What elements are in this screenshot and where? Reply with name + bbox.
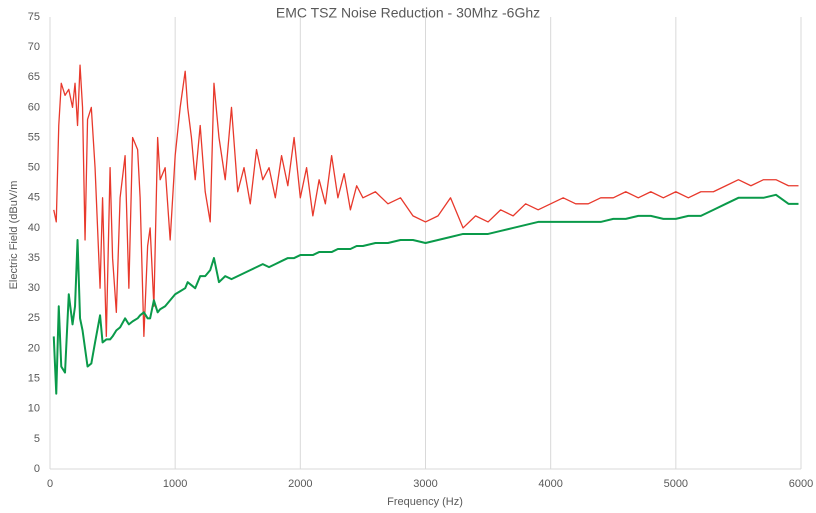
y-axis-label: Electric Field (dBuV/m (8, 181, 20, 290)
series-line (52, 193, 799, 395)
y-tick-label: 35 (28, 252, 40, 264)
x-tick-label: 5000 (664, 478, 688, 490)
y-tick-label: 70 (28, 41, 40, 53)
x-tick-label: 3000 (413, 478, 437, 490)
x-axis-label: Frequency (Hz) (387, 496, 463, 508)
y-tick-label: 75 (28, 11, 40, 23)
x-tick-label: 6000 (789, 478, 813, 490)
x-tick-label: 1000 (163, 478, 187, 490)
y-tick-label: 60 (28, 101, 40, 113)
x-tick-label: 4000 (538, 478, 562, 490)
y-tick-label: 10 (28, 403, 40, 415)
y-tick-label: 20 (28, 342, 40, 354)
y-tick-label: 25 (28, 312, 40, 324)
y-tick-label: 65 (28, 71, 40, 83)
x-tick-label: 2000 (288, 478, 312, 490)
y-tick-label: 0 (34, 463, 40, 475)
y-tick-label: 15 (28, 373, 40, 385)
x-tick-label: 0 (47, 478, 53, 490)
y-tick-label: 50 (28, 162, 40, 174)
series-line (53, 64, 799, 338)
y-tick-label: 30 (28, 282, 40, 294)
chart-title: EMC TSZ Noise Reduction - 30Mhz -6Ghz (276, 5, 540, 21)
y-tick-label: 45 (28, 192, 40, 204)
y-tick-label: 40 (28, 222, 40, 234)
y-tick-label: 55 (28, 131, 40, 143)
y-tick-label: 5 (34, 433, 40, 445)
